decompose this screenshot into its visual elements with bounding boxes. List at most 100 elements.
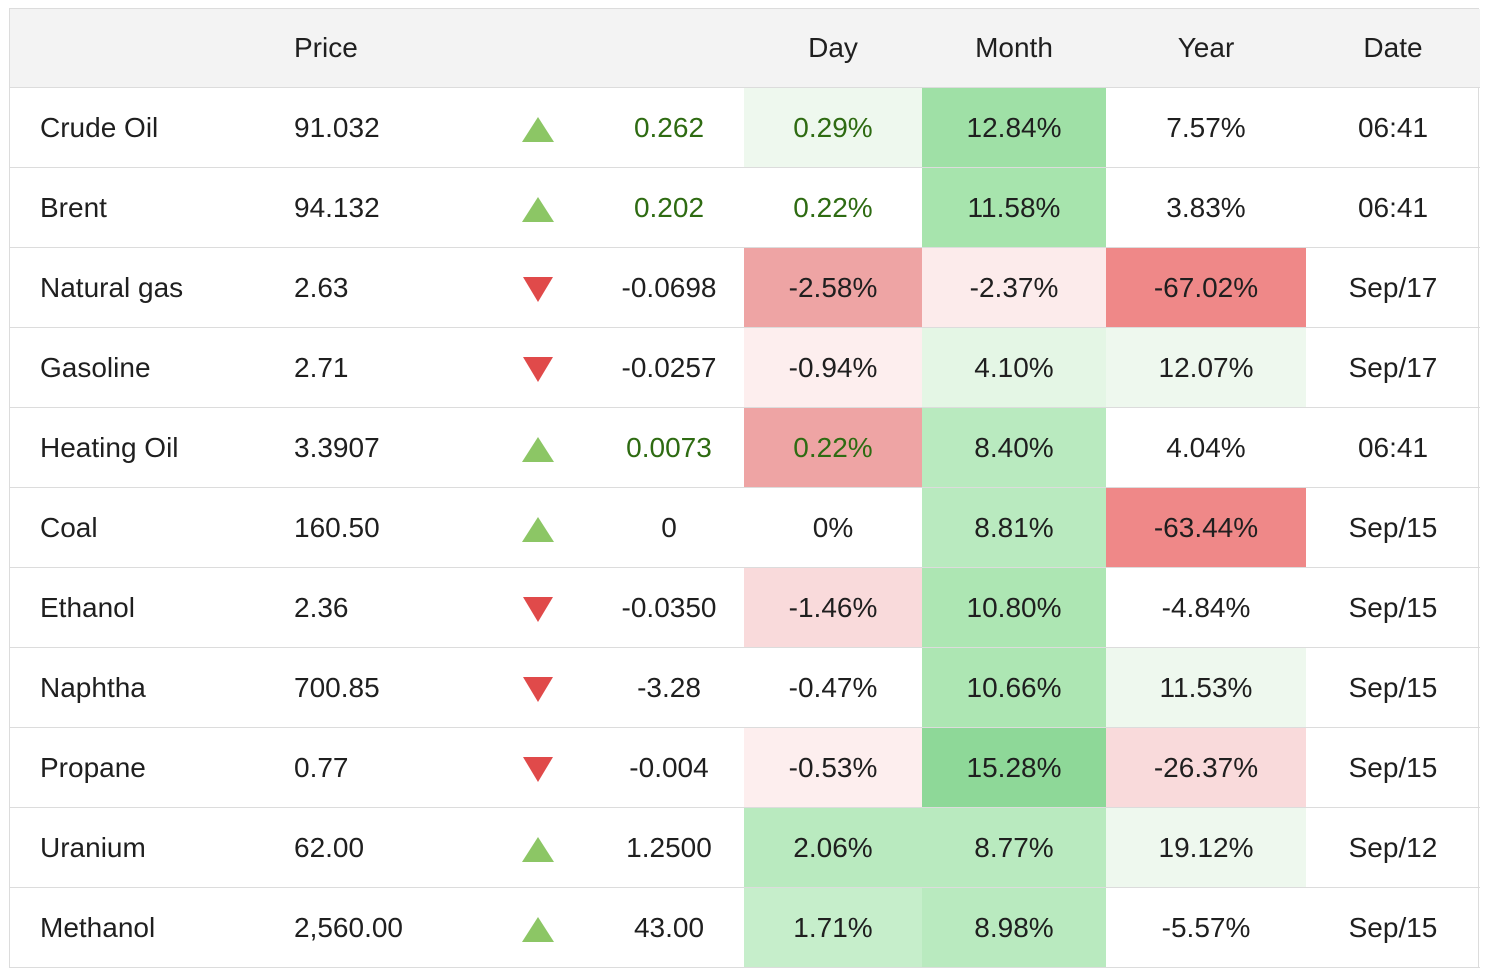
commodity-name-link[interactable]: Methanol	[10, 887, 288, 968]
table-row[interactable]: Ethanol 2.36 -0.0350 -1.46% 10.80% -4.84% Sep/…	[10, 567, 1480, 648]
update-date: Sep/12	[1306, 807, 1480, 888]
triangle-up-icon	[522, 196, 554, 222]
trend-cell	[482, 167, 594, 248]
trend-cell	[482, 487, 594, 568]
trend-cell	[482, 887, 594, 968]
trend-cell	[482, 727, 594, 808]
commodity-price: 700.85	[288, 647, 482, 728]
trend-cell	[482, 87, 594, 168]
commodity-price: 0.77	[288, 727, 482, 808]
triangle-up-icon	[522, 516, 554, 542]
triangle-down-icon	[523, 756, 553, 782]
trend-cell	[482, 327, 594, 408]
commodity-name-link[interactable]: Crude Oil	[10, 87, 288, 168]
year-change: 19.12%	[1106, 807, 1306, 888]
trend-cell	[482, 567, 594, 648]
commodity-price: 94.132	[288, 167, 482, 248]
table-row[interactable]: Crude Oil 91.032 0.262 0.29% 12.84% 7.57% 06:4…	[10, 87, 1480, 168]
table-row[interactable]: Brent 94.132 0.202 0.22% 11.58% 3.83% 06:41	[10, 167, 1480, 248]
update-date: Sep/15	[1306, 727, 1480, 808]
day-change: -0.53%	[744, 727, 922, 808]
commodity-price: 160.50	[288, 487, 482, 568]
price-change: 0	[594, 487, 744, 568]
month-change: 8.98%	[922, 887, 1106, 968]
year-change: -26.37%	[1106, 727, 1306, 808]
commodity-price: 3.3907	[288, 407, 482, 488]
commodity-name-link[interactable]: Natural gas	[10, 247, 288, 328]
month-change: 10.66%	[922, 647, 1106, 728]
year-change: -4.84%	[1106, 567, 1306, 648]
price-change: -0.0698	[594, 247, 744, 328]
table-row[interactable]: Propane 0.77 -0.004 -0.53% 15.28% -26.37% Sep/…	[10, 727, 1480, 808]
header-arrow	[482, 9, 594, 88]
commodity-name-link[interactable]: Propane	[10, 727, 288, 808]
month-change: 8.81%	[922, 487, 1106, 568]
update-date: 06:41	[1306, 87, 1480, 168]
table-row[interactable]: Gasoline 2.71 -0.0257 -0.94% 4.10% 12.07% Sep/…	[10, 327, 1480, 408]
price-change: 0.202	[594, 167, 744, 248]
price-change: -0.004	[594, 727, 744, 808]
header-price[interactable]: Price	[288, 9, 482, 88]
update-date: Sep/17	[1306, 327, 1480, 408]
year-change: 7.57%	[1106, 87, 1306, 168]
price-change: -3.28	[594, 647, 744, 728]
header-date[interactable]: Date	[1306, 9, 1480, 88]
table-row[interactable]: Natural gas 2.63 -0.0698 -2.58% -2.37% -67.02…	[10, 247, 1480, 328]
price-change: 0.0073	[594, 407, 744, 488]
commodity-name-link[interactable]: Uranium	[10, 807, 288, 888]
triangle-down-icon	[523, 596, 553, 622]
day-change: -0.47%	[744, 647, 922, 728]
trend-cell	[482, 807, 594, 888]
commodity-name-link[interactable]: Gasoline	[10, 327, 288, 408]
triangle-down-icon	[523, 356, 553, 382]
day-change: 2.06%	[744, 807, 922, 888]
commodity-name-link[interactable]: Coal	[10, 487, 288, 568]
price-change: -0.0257	[594, 327, 744, 408]
table-row[interactable]: Naphtha 700.85 -3.28 -0.47% 10.66% 11.53% Sep/…	[10, 647, 1480, 728]
commodity-price: 62.00	[288, 807, 482, 888]
commodity-price: 2,560.00	[288, 887, 482, 968]
header-day[interactable]: Day	[744, 9, 922, 88]
table-row[interactable]: Methanol 2,560.00 43.00 1.71% 8.98% -5.57% Sep…	[10, 887, 1480, 968]
month-change: 8.77%	[922, 807, 1106, 888]
year-change: 11.53%	[1106, 647, 1306, 728]
table-body: Crude Oil 91.032 0.262 0.29% 12.84% 7.57% 06:4…	[10, 87, 1480, 968]
commodity-price: 91.032	[288, 87, 482, 168]
table-row[interactable]: Uranium 62.00 1.2500 2.06% 8.77% 19.12% Sep/12	[10, 807, 1480, 888]
commodity-name-link[interactable]: Ethanol	[10, 567, 288, 648]
day-change: 0.29%	[744, 87, 922, 168]
triangle-up-icon	[522, 116, 554, 142]
day-change: -0.94%	[744, 327, 922, 408]
header-month[interactable]: Month	[922, 9, 1106, 88]
commodities-table: Price Day Month Year Date Crude Oil 91.03…	[10, 9, 1480, 968]
day-change: 0.22%	[744, 407, 922, 488]
triangle-up-icon	[522, 916, 554, 942]
month-change: 8.40%	[922, 407, 1106, 488]
month-change: 10.80%	[922, 567, 1106, 648]
commodity-name-link[interactable]: Heating Oil	[10, 407, 288, 488]
commodity-name-link[interactable]: Naphtha	[10, 647, 288, 728]
year-change: 12.07%	[1106, 327, 1306, 408]
month-change: 4.10%	[922, 327, 1106, 408]
table-row[interactable]: Heating Oil 3.3907 0.0073 0.22% 8.40% 4.04% 06…	[10, 407, 1480, 488]
price-change: 0.262	[594, 87, 744, 168]
year-change: -67.02%	[1106, 247, 1306, 328]
price-change: 1.2500	[594, 807, 744, 888]
trend-cell	[482, 247, 594, 328]
header-year[interactable]: Year	[1106, 9, 1306, 88]
price-change: 43.00	[594, 887, 744, 968]
update-date: Sep/17	[1306, 247, 1480, 328]
update-date: Sep/15	[1306, 487, 1480, 568]
price-change: -0.0350	[594, 567, 744, 648]
table-row[interactable]: Coal 160.50 0 0% 8.81% -63.44% Sep/15	[10, 487, 1480, 568]
update-date: 06:41	[1306, 407, 1480, 488]
day-change: 0.22%	[744, 167, 922, 248]
day-change: -1.46%	[744, 567, 922, 648]
update-date: 06:41	[1306, 167, 1480, 248]
day-change: 1.71%	[744, 887, 922, 968]
year-change: 4.04%	[1106, 407, 1306, 488]
commodity-name-link[interactable]: Brent	[10, 167, 288, 248]
trend-cell	[482, 647, 594, 728]
triangle-down-icon	[523, 276, 553, 302]
month-change: 12.84%	[922, 87, 1106, 168]
